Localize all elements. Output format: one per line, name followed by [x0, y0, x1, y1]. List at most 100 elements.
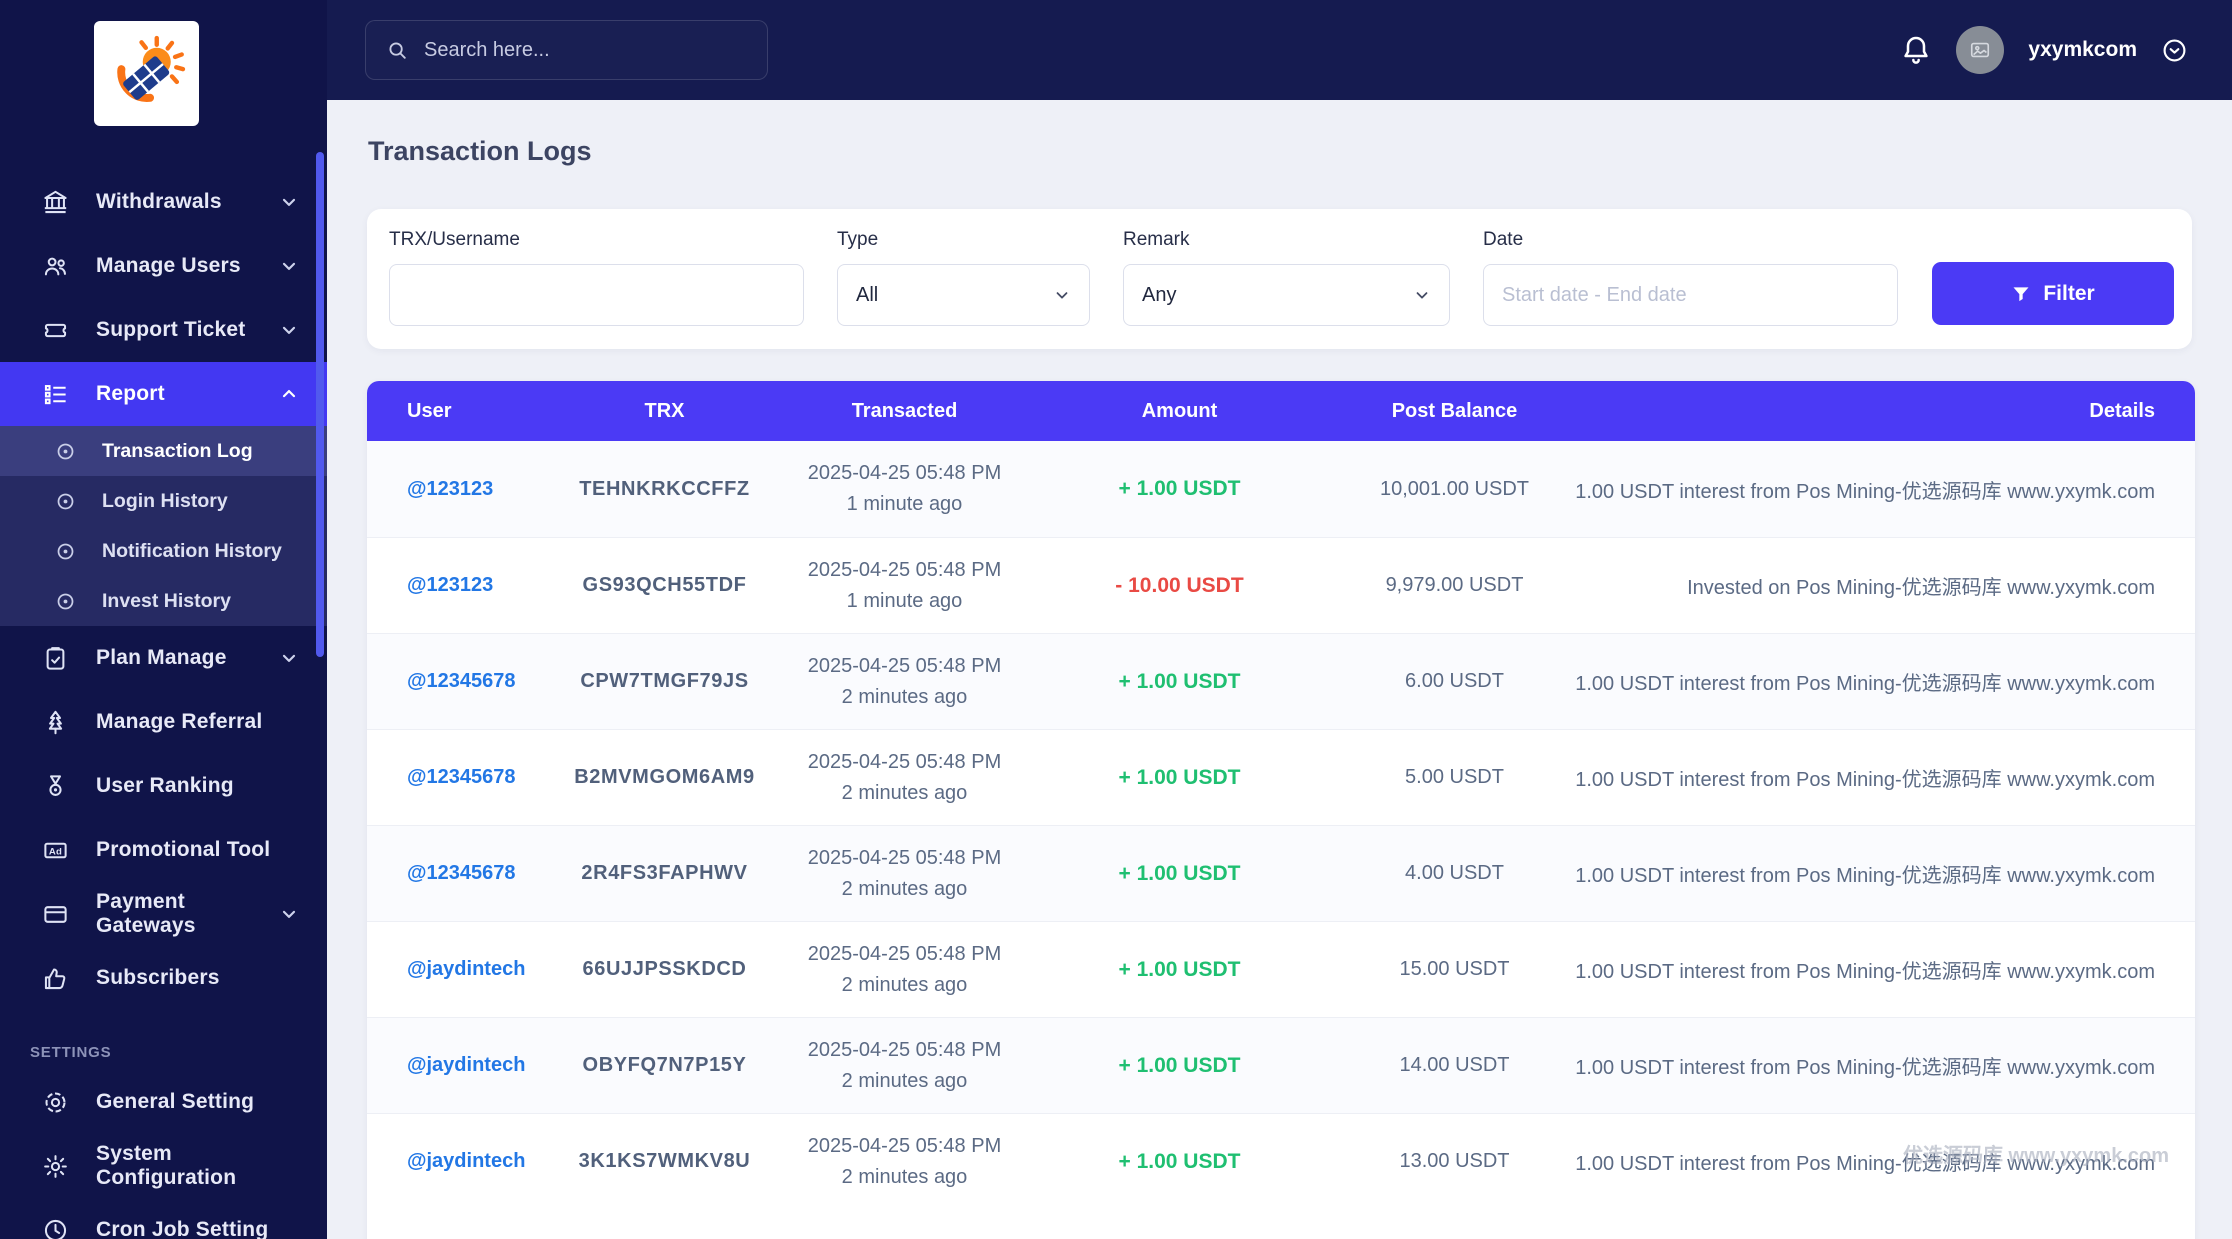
table-row: @12345678 B2MVMGOM6AM9 2025-04-25 05:48 … [367, 729, 2195, 825]
svg-text:Ad: Ad [48, 846, 61, 857]
sidebar-item-label: Subscribers [96, 966, 220, 989]
details-cell: 1.00 USDT interest from Pos Mining-优选源码库… [1575, 673, 2155, 695]
user-link[interactable]: @12345678 [407, 766, 516, 788]
users-icon [40, 251, 70, 281]
sidebar-scrollbar-thumb[interactable] [316, 152, 324, 657]
remark-label: Remark [1123, 229, 1190, 250]
trx-cell: 2R4FS3FAPHWV [581, 862, 748, 884]
trx-username-label: TRX/Username [389, 229, 520, 250]
trx-cell: B2MVMGOM6AM9 [574, 766, 755, 788]
sidebar-item-support-ticket[interactable]: Support Ticket [0, 298, 327, 362]
submenu-item-login-history[interactable]: Login History [0, 476, 327, 526]
sidebar-item-general-setting[interactable]: General Setting [0, 1070, 327, 1134]
transacted-date: 2025-04-25 05:48 PM [807, 462, 1002, 484]
transacted-ago: 2 minutes ago [841, 1165, 968, 1188]
circle-dot-icon [55, 441, 76, 462]
circle-dot-icon [55, 541, 76, 562]
submenu-item-invest-history[interactable]: Invest History [0, 576, 327, 626]
transacted-ago: 2 minutes ago [841, 877, 968, 900]
notification-bell-icon[interactable] [1900, 34, 1932, 66]
user-link[interactable]: @jaydintech [407, 1054, 526, 1076]
transacted-date: 2025-04-25 05:48 PM [807, 1134, 1002, 1157]
col-header-post-balance: Post Balance [1391, 399, 1518, 422]
post-balance-cell: 4.00 USDT [1405, 862, 1504, 884]
filter-trx-username: TRX/Username [389, 229, 804, 326]
transacted-ago: 1 minute ago [846, 589, 963, 612]
sidebar-item-report[interactable]: Report [0, 362, 327, 426]
select-chevron-icon [1053, 286, 1071, 304]
amount-cell: + 1.00 USDT [1118, 861, 1241, 885]
topbar-right: yxymkcom [1900, 0, 2188, 100]
chevron-up-icon [279, 384, 299, 404]
search-input[interactable] [424, 38, 747, 62]
sidebar-item-plan-manage[interactable]: Plan Manage [0, 626, 327, 690]
username-label[interactable]: yxymkcom [2028, 38, 2137, 61]
sidebar-item-label: Withdrawals [96, 190, 222, 213]
sidebar-item-user-ranking[interactable]: User Ranking [0, 754, 327, 818]
user-link[interactable]: @123123 [407, 574, 494, 596]
search-icon [386, 39, 408, 61]
sidebar-item-manage-users[interactable]: Manage Users [0, 234, 327, 298]
image-placeholder-icon [1971, 42, 1990, 58]
remark-select[interactable]: Any [1123, 264, 1450, 326]
filter-remark: Remark Any [1123, 229, 1450, 326]
col-header-trx: TRX [644, 399, 685, 422]
sidebar-item-manage-referral[interactable]: Manage Referral [0, 690, 327, 754]
wheel-icon [40, 1087, 70, 1117]
submenu-item-transaction-log[interactable]: Transaction Log [0, 426, 327, 476]
sidebar-item-promotional-tool[interactable]: Ad Promotional Tool [0, 818, 327, 882]
transacted-ago: 2 minutes ago [841, 973, 968, 996]
sidebar-item-system-configuration[interactable]: System Configuration [0, 1134, 327, 1198]
transacted-cell: 2025-04-25 05:48 PM 2 minutes ago [792, 651, 1017, 713]
sidebar-item-cron-job-setting[interactable]: Cron Job Setting [0, 1198, 327, 1239]
type-label: Type [837, 229, 879, 250]
bank-icon [40, 187, 70, 217]
sidebar-item-label: Promotional Tool [96, 838, 271, 861]
details-cell: 1.00 USDT interest from Pos Mining-优选源码库… [1575, 769, 2155, 791]
trx-username-input[interactable] [389, 264, 804, 326]
transacted-date: 2025-04-25 05:48 PM [807, 558, 1002, 581]
sidebar-item-label: General Setting [96, 1090, 255, 1113]
post-balance-cell: 14.00 USDT [1399, 1054, 1510, 1076]
col-header-amount: Amount [1141, 399, 1218, 422]
sidebar-item-subscribers[interactable]: Subscribers [0, 946, 327, 1010]
sidebar-item-label: Plan Manage [96, 646, 227, 669]
sidebar-item-label: Manage Referral [96, 710, 263, 733]
user-link[interactable]: @jaydintech [407, 1150, 526, 1172]
sidebar-item-payment-gateways[interactable]: Payment Gateways [0, 882, 327, 946]
sidebar-item-label: User Ranking [96, 774, 234, 797]
user-link[interactable]: @jaydintech [407, 958, 526, 980]
topbar: yxymkcom [327, 0, 2232, 100]
user-avatar[interactable] [1956, 26, 2005, 74]
details-cell: 1.00 USDT interest from Pos Mining-优选源码库… [1575, 1057, 2155, 1079]
col-header-details: Details [2089, 399, 2155, 422]
table-row: @123123 TEHNKRKCCFFZ 2025-04-25 05:48 PM… [367, 441, 2195, 537]
brand-logo[interactable] [94, 21, 199, 126]
chevron-down-circle-icon[interactable] [2161, 37, 2188, 64]
submenu-item-notification-history[interactable]: Notification History [0, 526, 327, 576]
global-search [365, 20, 768, 80]
transacted-cell: 2025-04-25 05:48 PM 1 minute ago [792, 458, 1017, 520]
details-cell: 1.00 USDT interest from Pos Mining-优选源码库… [1575, 865, 2155, 887]
user-link[interactable]: @12345678 [407, 670, 516, 692]
type-select[interactable]: All [837, 264, 1090, 326]
trx-cell: OBYFQ7N7P15Y [582, 1054, 747, 1076]
chevron-down-icon [279, 648, 299, 668]
amount-cell: + 1.00 USDT [1118, 1053, 1241, 1077]
user-link[interactable]: @12345678 [407, 862, 516, 884]
chevron-down-icon [279, 320, 299, 340]
filter-button[interactable]: Filter [1932, 262, 2174, 325]
sidebar-item-withdrawals[interactable]: Withdrawals [0, 170, 327, 234]
table-header-row: User TRX Transacted Amount Post Balance … [367, 381, 2195, 441]
transacted-ago: 2 minutes ago [841, 781, 968, 804]
sidebar-item-label: Support Ticket [96, 318, 246, 341]
user-link[interactable]: @123123 [407, 477, 494, 500]
post-balance-cell: 10,001.00 USDT [1380, 477, 1529, 500]
table-row: @jaydintech 66UJJPSSKDCD 2025-04-25 05:4… [367, 921, 2195, 1017]
trx-cell: 3K1KS7WMKV8U [578, 1150, 751, 1172]
gear-icon [40, 1151, 70, 1181]
date-range-input[interactable] [1483, 264, 1898, 326]
table-row: @jaydintech OBYFQ7N7P15Y 2025-04-25 05:4… [367, 1017, 2195, 1113]
details-cell: 1.00 USDT interest from Pos Mining-优选源码库… [1575, 961, 2155, 983]
chevron-down-icon [279, 256, 299, 276]
